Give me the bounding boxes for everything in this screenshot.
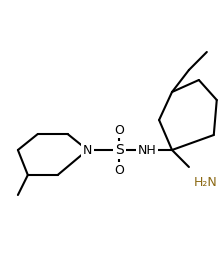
Text: NH: NH bbox=[138, 144, 157, 157]
Text: H₂N: H₂N bbox=[194, 176, 218, 189]
Text: O: O bbox=[114, 123, 124, 136]
Text: N: N bbox=[83, 144, 92, 157]
Text: O: O bbox=[114, 164, 124, 176]
Text: S: S bbox=[115, 143, 124, 157]
